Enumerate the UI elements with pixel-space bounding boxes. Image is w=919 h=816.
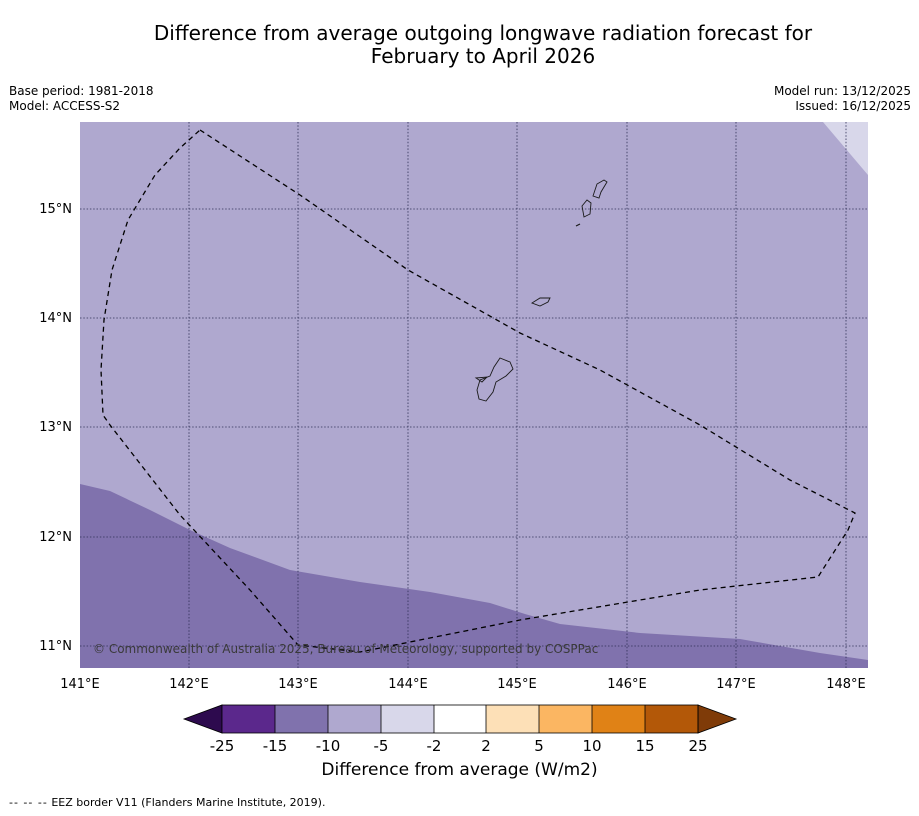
lat-label: 14°N — [39, 311, 72, 326]
lat-label: 15°N — [39, 202, 72, 217]
anomaly-region-m5-m2 — [823, 122, 868, 175]
lat-labels: 15°N 14°N 13°N 12°N 11°N — [39, 202, 72, 654]
colorbar-tick: 10 — [582, 737, 601, 755]
lon-label: 143°E — [278, 677, 318, 692]
colorbar-tick: 25 — [688, 737, 707, 755]
eez-legend-symbol: -- -- -- — [9, 796, 48, 809]
colorbar-swatch — [434, 705, 486, 733]
colorbar-tick: 2 — [481, 737, 491, 755]
lon-label: 142°E — [169, 677, 209, 692]
lon-label: 147°E — [716, 677, 756, 692]
colorbar-swatch — [381, 705, 434, 733]
saipan-island — [592, 179, 608, 199]
colorbar-tick: -10 — [316, 737, 341, 755]
eez-legend-text: EEZ border V11 (Flanders Marine Institut… — [51, 796, 326, 809]
anomaly-region-m15-m10 — [80, 484, 868, 668]
colorbar-swatch — [486, 705, 539, 733]
lon-label: 148°E — [826, 677, 866, 692]
graticule — [80, 122, 868, 668]
guam-island — [476, 357, 514, 402]
rota-island — [530, 297, 551, 307]
meta-left: Base period: 1981-2018 Model: ACCESS-S2 — [9, 84, 154, 114]
lon-label: 144°E — [388, 677, 428, 692]
islands — [474, 179, 608, 402]
colorbar-tick: -15 — [263, 737, 288, 755]
tinian-island — [581, 199, 592, 218]
colorbar-tick: -5 — [374, 737, 389, 755]
colorbar-swatch — [539, 705, 592, 733]
lat-label: 12°N — [39, 530, 72, 545]
model-text: Model: ACCESS-S2 — [9, 99, 121, 113]
model-run-text: Model run: 13/12/2025 — [773, 84, 911, 98]
colorbar-label: Difference from average (W/m2) — [321, 760, 598, 780]
lon-labels: 141°E 142°E 143°E 144°E 145°E 146°E 147°… — [60, 677, 866, 692]
chart-title: Difference from average outgoing longwav… — [0, 22, 919, 68]
colorbar-extend-high — [697, 704, 738, 734]
footer-legend: -- -- -- EEZ border V11 (Flanders Marine… — [9, 796, 325, 809]
colorbar: -25 -15 -10 -5 -2 2 5 10 15 25 — [182, 704, 738, 755]
colorbar-swatch — [328, 705, 381, 733]
lon-label: 146°E — [607, 677, 647, 692]
title-line-2: February to April 2026 — [370, 44, 596, 68]
colorbar-tick: 5 — [534, 737, 544, 755]
lat-label: 13°N — [39, 420, 72, 435]
guam-peninsula — [474, 376, 489, 383]
eez-border — [100, 129, 856, 653]
colorbar-swatch — [275, 705, 328, 733]
title-line-1: Difference from average outgoing longwav… — [153, 21, 813, 45]
colorbar-tick: -2 — [427, 737, 442, 755]
meta-right: Model run: 13/12/2025 Issued: 16/12/2025 — [774, 84, 911, 114]
colorbar-extend-low — [182, 704, 223, 734]
lon-label: 145°E — [497, 677, 537, 692]
colorbar-swatch — [592, 705, 645, 733]
colorbar-tick: 15 — [635, 737, 654, 755]
lon-label: 141°E — [60, 677, 100, 692]
lat-label: 11°N — [39, 639, 72, 654]
colorbar-swatch — [645, 705, 698, 733]
copyright-text: © Commonwealth of Australia 2025, Bureau… — [93, 642, 598, 656]
base-period-text: Base period: 1981-2018 — [9, 84, 154, 98]
colorbar-swatch — [222, 705, 275, 733]
map-area: © Commonwealth of Australia 2025, Bureau… — [80, 122, 868, 668]
issued-text: Issued: 16/12/2025 — [795, 99, 911, 113]
aguijan-islet — [575, 223, 581, 227]
colorbar-tick: -25 — [210, 737, 235, 755]
